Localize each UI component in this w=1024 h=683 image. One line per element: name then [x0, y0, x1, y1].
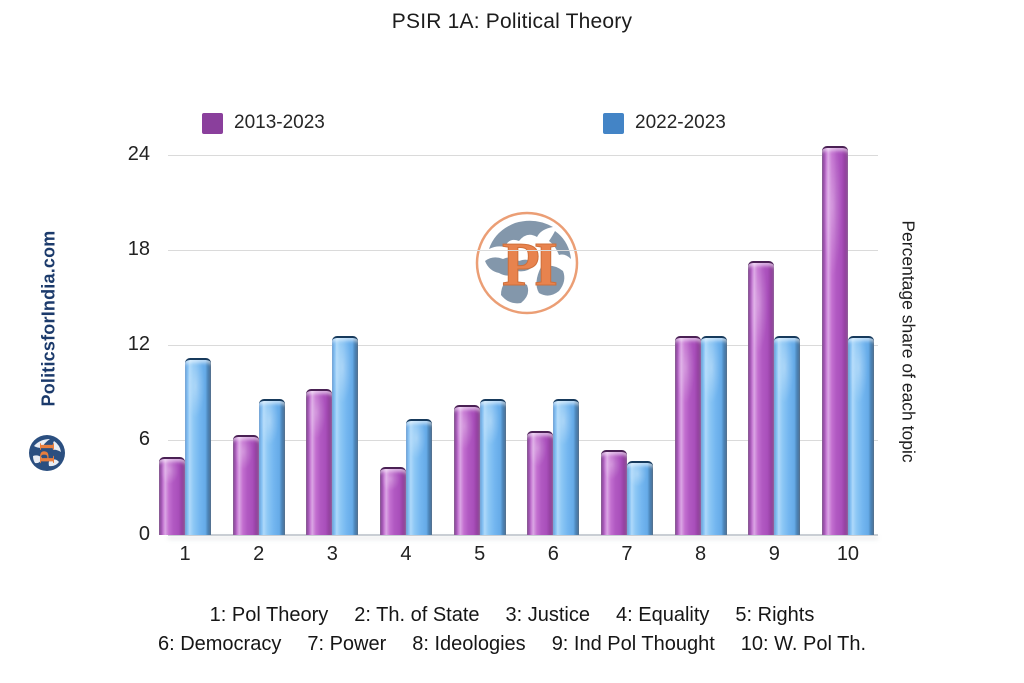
- bar-2013-2023-topic-9: [748, 261, 775, 535]
- category-key-item: 9: Ind Pol Thought: [551, 633, 715, 655]
- bar-2013-2023-topic-10: [821, 145, 848, 535]
- category-key-item: 1: Pol Theory: [209, 604, 329, 626]
- legend-label-2013-2023: 2013-2023: [234, 112, 325, 133]
- category-key-line2: 6: Democracy 7: Power 8: Ideologies 9: Ind …: [0, 630, 1024, 659]
- x-tick-label-10: 10: [836, 543, 860, 565]
- bar-2013-2023-topic-8: [674, 335, 701, 535]
- x-tick-label-7: 7: [621, 543, 633, 565]
- bar-2013-2023-topic-1: [159, 457, 185, 535]
- category-key-item: 8: Ideologies: [412, 633, 526, 655]
- site-logo-continents: [33, 439, 61, 467]
- legend-swatch-2022-2023: [603, 112, 624, 134]
- bar-2013-2023-topic-4: [379, 466, 406, 535]
- category-key-item: 2: Th. of State: [354, 604, 480, 626]
- bar-2013-2023-topic-2: [232, 435, 259, 535]
- legend-swatch-2013-2023: [202, 112, 223, 134]
- x-tick-label-3: 3: [326, 543, 338, 565]
- category-key-item: 4: Equality: [616, 604, 710, 626]
- bar-2022-2023-topic-2: [258, 398, 285, 535]
- site-logo-pi-text: PI: [35, 443, 59, 464]
- bar-2022-2023-topic-1: [185, 357, 211, 535]
- y-tick-label-6: 6: [138, 428, 150, 450]
- plot-area: 1 2 3 4 5 6 7 8 9 10: [158, 145, 878, 565]
- x-tick-label-6: 6: [547, 543, 559, 565]
- x-axis-baseline: [168, 534, 878, 536]
- bar-2022-2023-topic-6: [553, 398, 580, 535]
- watermark-globe-logo: PI: [475, 211, 579, 315]
- category-key-item: 10: W. Pol Th.: [740, 633, 867, 655]
- x-tick-label-4: 4: [400, 543, 412, 565]
- bar-2013-2023-topic-7: [600, 449, 627, 535]
- y-tick-label-12: 12: [127, 333, 150, 355]
- category-key: 1: Pol Theory 2: Th. of State 3: Justice 4:…: [0, 601, 1024, 659]
- gridline-12: [168, 345, 878, 346]
- bar-2013-2023-topic-3: [306, 389, 333, 535]
- bar-2022-2023-topic-3: [332, 335, 359, 535]
- x-tick-label-8: 8: [695, 543, 707, 565]
- bar-2013-2023-topic-5: [453, 405, 480, 535]
- x-tick-label-2: 2: [253, 543, 265, 565]
- legend-label-2022-2023: 2022-2023: [635, 112, 726, 133]
- legend-item-2022-2023: 2022-2023: [603, 112, 726, 134]
- bar-2022-2023-topic-5: [479, 398, 506, 535]
- bar-2022-2023-topic-8: [700, 335, 727, 535]
- chart-title: PSIR 1A: Political Theory: [391, 10, 633, 33]
- legend-item-2013-2023: 2013-2023: [202, 112, 325, 134]
- category-key-item: 5: Rights: [735, 604, 815, 626]
- y-tick-label-18: 18: [127, 238, 150, 260]
- y-tick-label-24: 24: [127, 143, 150, 165]
- bar-2022-2023-topic-7: [626, 460, 653, 535]
- x-tick-label-1: 1: [179, 543, 191, 565]
- bar-2022-2023-topic-9: [774, 335, 801, 535]
- gridline-18: [168, 250, 878, 251]
- bar-2022-2023-topic-10: [847, 335, 874, 535]
- x-tick-label-5: 5: [474, 543, 486, 565]
- gridline-24: [168, 155, 878, 156]
- gridline-6: [168, 440, 878, 441]
- category-key-item: 7: Power: [307, 633, 387, 655]
- x-tick-label-9: 9: [768, 543, 780, 565]
- right-axis-label: Percentage share of each topic: [898, 220, 919, 463]
- y-tick-label-0: 0: [138, 523, 150, 545]
- category-key-item: 6: Democracy: [157, 633, 282, 655]
- site-logo-globe: PI: [29, 435, 65, 471]
- watermark-continents: [485, 220, 571, 304]
- bar-2013-2023-topic-6: [527, 430, 554, 535]
- category-key-line1: 1: Pol Theory 2: Th. of State 3: Justice 4:…: [0, 601, 1024, 630]
- bar-2022-2023-topic-4: [405, 419, 432, 535]
- site-name-vertical: PoliticsforIndia.com: [38, 230, 59, 407]
- category-key-item: 3: Justice: [505, 604, 590, 626]
